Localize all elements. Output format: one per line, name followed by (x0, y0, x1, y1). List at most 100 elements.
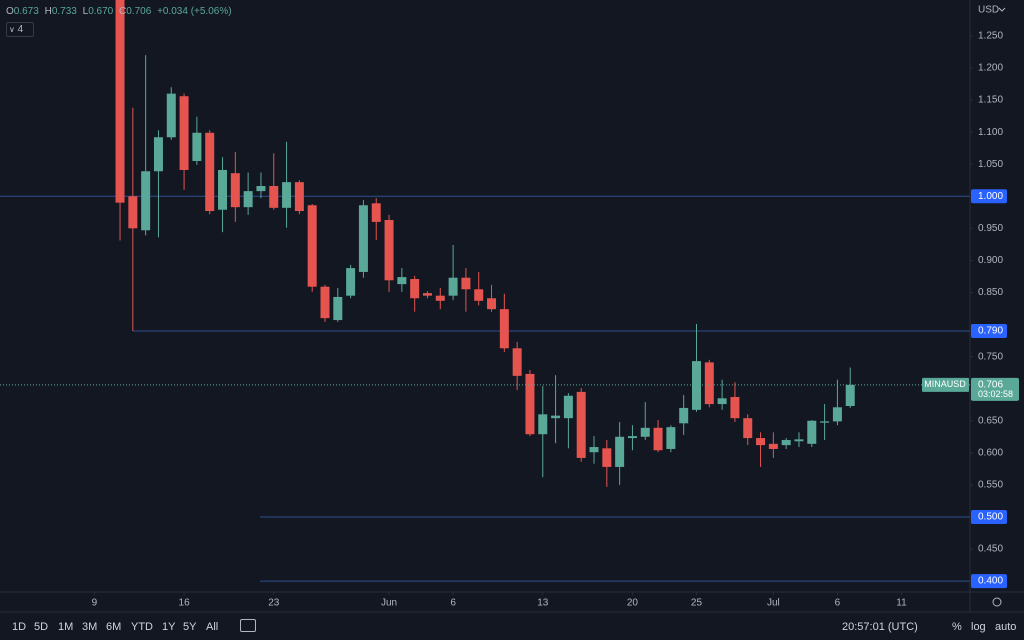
candle-body (243, 191, 253, 208)
y-tick-label: 0.750 (978, 351, 1003, 362)
candle-body (461, 277, 471, 290)
candle-body (205, 132, 215, 212)
x-tick-label: 11 (896, 598, 907, 609)
y-tick-label: 0.600 (978, 447, 1003, 458)
y-tick-label: 0.550 (978, 480, 1003, 491)
x-tick-label: Jun (381, 598, 397, 609)
candle-body (410, 279, 420, 299)
y-tick-label: 0.650 (978, 415, 1003, 426)
clock: 20:57:01 (UTC) (842, 621, 918, 633)
candle-body (512, 348, 522, 376)
x-tick-label: Jul (767, 598, 780, 609)
auto-toggle[interactable]: auto (995, 621, 1017, 633)
y-tick-label: 1.050 (978, 159, 1003, 170)
candle-body (832, 407, 842, 422)
x-tick-label: 16 (179, 598, 191, 609)
toolbar: 20:57:01 (UTC) % log auto 1D 5D 1M 3M 6M YTD 1… (0, 613, 1024, 640)
price-line-badge (971, 509, 1007, 524)
candle-body (781, 439, 791, 446)
price-line-label: 0.500 (978, 512, 1003, 523)
indicator-count: 4 (17, 24, 24, 35)
currency-label[interactable]: USD (978, 5, 999, 16)
x-tick-label: 23 (268, 598, 280, 609)
y-tick-label: 1.100 (978, 127, 1003, 138)
candle-body (474, 289, 484, 301)
price-line-badge (971, 189, 1007, 204)
range-button[interactable]: YTD (131, 621, 153, 633)
date-range-icon[interactable] (240, 619, 256, 632)
o-value: 0.673 (13, 6, 39, 17)
candle-body (448, 277, 458, 296)
symbol-label: MINAUSD (924, 379, 966, 389)
candle-body (756, 438, 766, 446)
candle-body (346, 268, 356, 296)
candle-body (179, 96, 189, 170)
candle-body (794, 439, 804, 442)
c-label: C (119, 6, 127, 17)
candle-body (730, 397, 740, 419)
l-label: L (82, 6, 89, 17)
candle-body (422, 293, 432, 296)
symbol-badge (922, 377, 969, 392)
candle-body (397, 277, 407, 285)
currency-chevron (998, 7, 1006, 12)
settings-icon[interactable] (992, 597, 1002, 607)
candle-body (435, 295, 445, 301)
x-tick-label: 13 (537, 598, 549, 609)
candle-body (230, 173, 240, 208)
candle-body (717, 398, 727, 405)
l-value: 0.670 (88, 6, 114, 17)
candle-body (384, 219, 394, 281)
candle-body (589, 447, 599, 453)
price-line-badge (971, 323, 1007, 338)
range-button[interactable]: 1M (58, 621, 74, 633)
candle-body (320, 286, 330, 319)
candle-body (269, 186, 279, 208)
ohlc-legend: O0.673 H0.733 L0.670 C0.706 +0.034 (+5.0… (6, 6, 235, 17)
range-button[interactable]: 6M (106, 621, 122, 633)
candle-body (563, 395, 573, 419)
percent-toggle[interactable]: % (952, 621, 962, 633)
c-value: 0.706 (126, 6, 152, 17)
range-button[interactable]: 1Y (162, 621, 176, 633)
price-line-label: 0.790 (978, 326, 1003, 337)
candle-body (845, 384, 855, 406)
candle-body (615, 436, 625, 467)
candle-body (679, 407, 689, 424)
candle-body (640, 427, 650, 437)
last-price-badge (971, 377, 1019, 401)
y-tick-label: 1.200 (978, 63, 1003, 74)
candle-body (371, 203, 381, 222)
candle-body (627, 436, 637, 439)
range-button[interactable]: All (206, 621, 219, 633)
candle-body (602, 448, 612, 467)
candle-body (487, 298, 497, 310)
candle-body (691, 361, 701, 410)
candle-body (576, 391, 586, 458)
h-label: H (44, 6, 52, 17)
range-button[interactable]: 3M (82, 621, 98, 633)
candle-body (256, 186, 266, 192)
y-tick-label: 1.150 (978, 95, 1003, 106)
candle-body (358, 205, 368, 272)
indicators-toggle[interactable]: ∨ 4 (6, 22, 34, 37)
candle-body (743, 418, 753, 439)
range-button[interactable]: 5Y (183, 621, 197, 633)
log-toggle[interactable]: log (971, 621, 986, 633)
candle-body (807, 420, 817, 444)
y-tick-label: 0.850 (978, 287, 1003, 298)
change: +0.034 (+5.06%) (157, 6, 232, 17)
x-tick-label: 6 (835, 598, 841, 609)
candle-body (499, 309, 509, 349)
candle-body (282, 182, 292, 208)
candle-body (153, 137, 163, 172)
price-line-label: 0.400 (978, 576, 1003, 587)
plot-area (0, 0, 970, 582)
range-button[interactable]: 1D (12, 621, 27, 633)
y-tick-label: 1.250 (978, 31, 1003, 42)
candle-body (525, 373, 535, 435)
range-button[interactable]: 5D (34, 621, 49, 633)
price-line-label: 1.000 (978, 191, 1003, 202)
candle-body (768, 443, 778, 449)
